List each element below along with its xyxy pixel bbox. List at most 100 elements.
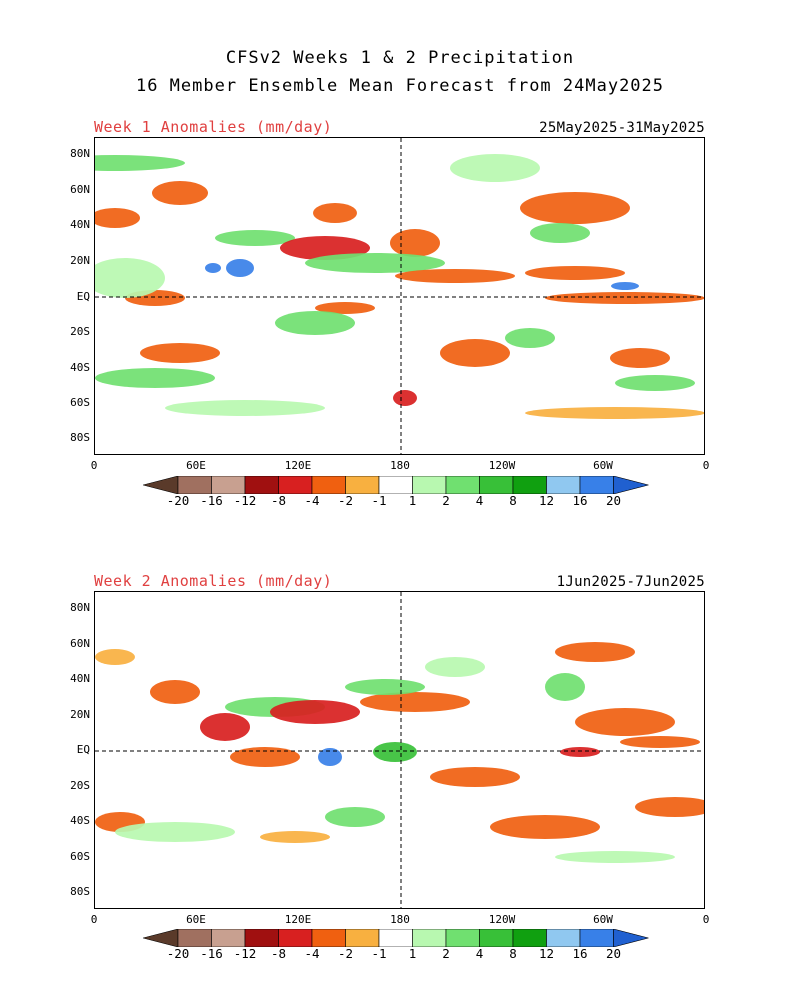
colorbar-tick-label: -20 xyxy=(166,493,190,508)
week2-anomaly-field xyxy=(95,592,704,908)
week2-map xyxy=(94,591,705,909)
anomaly-region xyxy=(318,748,342,766)
anomaly-region xyxy=(615,375,695,391)
lat-40n: 40N xyxy=(70,672,90,685)
colorbar-tick-label: -20 xyxy=(166,946,190,961)
anomaly-region xyxy=(270,700,360,724)
anomaly-region xyxy=(390,229,440,257)
colorbar-tick-label: 8 xyxy=(509,493,517,508)
anomaly-region xyxy=(150,680,200,704)
anomaly-region xyxy=(440,339,510,367)
lat-60s: 60S xyxy=(70,850,90,863)
anomaly-region xyxy=(226,259,254,277)
colorbar-tick-label: 8 xyxy=(509,946,517,961)
colorbar-tick-label: 1 xyxy=(408,946,417,961)
lat-60n: 60N xyxy=(70,183,90,196)
colorbar-tick-label: 20 xyxy=(605,946,622,961)
colorbar-swatches xyxy=(142,928,649,948)
colorbar-tick-label: -2 xyxy=(337,946,354,961)
anomaly-region xyxy=(165,400,325,416)
anomaly-region xyxy=(530,223,590,243)
colorbar-tick-label: -8 xyxy=(270,493,287,508)
colorbar-tick-label: -4 xyxy=(304,946,320,961)
lat-80s: 80S xyxy=(70,885,90,898)
lat-20s: 20S xyxy=(70,779,90,792)
colorbar-swatch xyxy=(244,475,279,495)
anomaly-region xyxy=(635,797,704,817)
anomaly-region xyxy=(230,747,300,767)
anomaly-region xyxy=(95,649,135,665)
colorbar-tick-label: 2 xyxy=(442,946,450,961)
colorbar-swatch xyxy=(546,928,581,948)
anomaly-region xyxy=(611,282,639,290)
lat-40n: 40N xyxy=(70,218,90,231)
anomaly-region xyxy=(555,851,675,863)
colorbar-swatch xyxy=(479,928,514,948)
lon-60w: 60W xyxy=(593,913,613,926)
anomaly-region xyxy=(140,343,220,363)
colorbar-tick-label: 1 xyxy=(408,493,417,508)
lat-20n: 20N xyxy=(70,254,90,267)
colorbar-tick-label: -2 xyxy=(337,493,354,508)
colorbar-swatch xyxy=(211,475,246,495)
anomaly-region xyxy=(215,230,295,246)
anomaly-region xyxy=(325,807,385,827)
lon-0-left: 0 xyxy=(90,913,98,926)
anomaly-region xyxy=(610,348,670,368)
lon-60w: 60W xyxy=(593,459,613,472)
colorbar-swatch xyxy=(378,475,413,495)
lat-80s: 80S xyxy=(70,431,90,444)
colorbar-tick-label: 20 xyxy=(605,493,622,508)
week1-dates: 25May2025-31May2025 xyxy=(539,120,705,136)
colorbar-tick-label: 16 xyxy=(572,946,588,961)
colorbar-tick-label: 2 xyxy=(442,493,450,508)
colorbar-swatch xyxy=(412,475,447,495)
colorbar-tick-label: 12 xyxy=(538,493,555,508)
lon-120e: 120E xyxy=(284,459,312,472)
lat-60n: 60N xyxy=(70,637,90,650)
lat-eq: EQ xyxy=(76,743,90,756)
anomaly-region xyxy=(152,181,208,205)
lon-180: 180 xyxy=(390,913,410,926)
anomaly-region xyxy=(95,368,215,388)
colorbar-tick-label: 4 xyxy=(475,493,484,508)
colorbar-swatch xyxy=(512,928,547,948)
week1-colorbar xyxy=(142,475,659,498)
anomaly-region xyxy=(393,390,417,406)
lon-120e: 120E xyxy=(284,913,312,926)
colorbar-swatch xyxy=(345,928,380,948)
colorbar-tick-label: -1 xyxy=(371,493,387,508)
colorbar-swatch xyxy=(412,928,447,948)
week1-map xyxy=(94,137,705,455)
colorbar-swatch xyxy=(278,928,313,948)
lon-180: 180 xyxy=(390,459,410,472)
anomaly-region xyxy=(395,269,515,283)
colorbar-swatch xyxy=(177,928,212,948)
anomaly-region xyxy=(560,747,600,757)
colorbar-swatch xyxy=(311,475,346,495)
anomaly-region xyxy=(95,258,165,298)
colorbar-tick-label: -1 xyxy=(371,946,387,961)
lat-40s: 40S xyxy=(70,814,90,827)
colorbar-swatch xyxy=(378,928,413,948)
lon-120w: 120W xyxy=(488,913,516,926)
anomaly-region xyxy=(95,208,140,228)
anomaly-region xyxy=(360,692,470,712)
anomaly-region xyxy=(200,713,250,741)
anomaly-region xyxy=(115,822,235,842)
anomaly-region xyxy=(620,736,700,748)
anomaly-region xyxy=(575,708,675,736)
lat-60s: 60S xyxy=(70,396,90,409)
lat-80n: 80N xyxy=(70,601,90,614)
colorbar-low-arrow xyxy=(142,928,179,948)
colorbar-swatch xyxy=(311,928,346,948)
colorbar-tick-label: 12 xyxy=(538,946,555,961)
lon-0-left: 0 xyxy=(90,459,98,472)
colorbar-swatch xyxy=(211,928,246,948)
anomaly-region xyxy=(305,253,445,273)
colorbar-tick-label: 16 xyxy=(572,493,588,508)
anomaly-region xyxy=(345,679,425,695)
anomaly-region xyxy=(525,266,625,280)
anomaly-region xyxy=(490,815,600,839)
lat-20s: 20S xyxy=(70,325,90,338)
